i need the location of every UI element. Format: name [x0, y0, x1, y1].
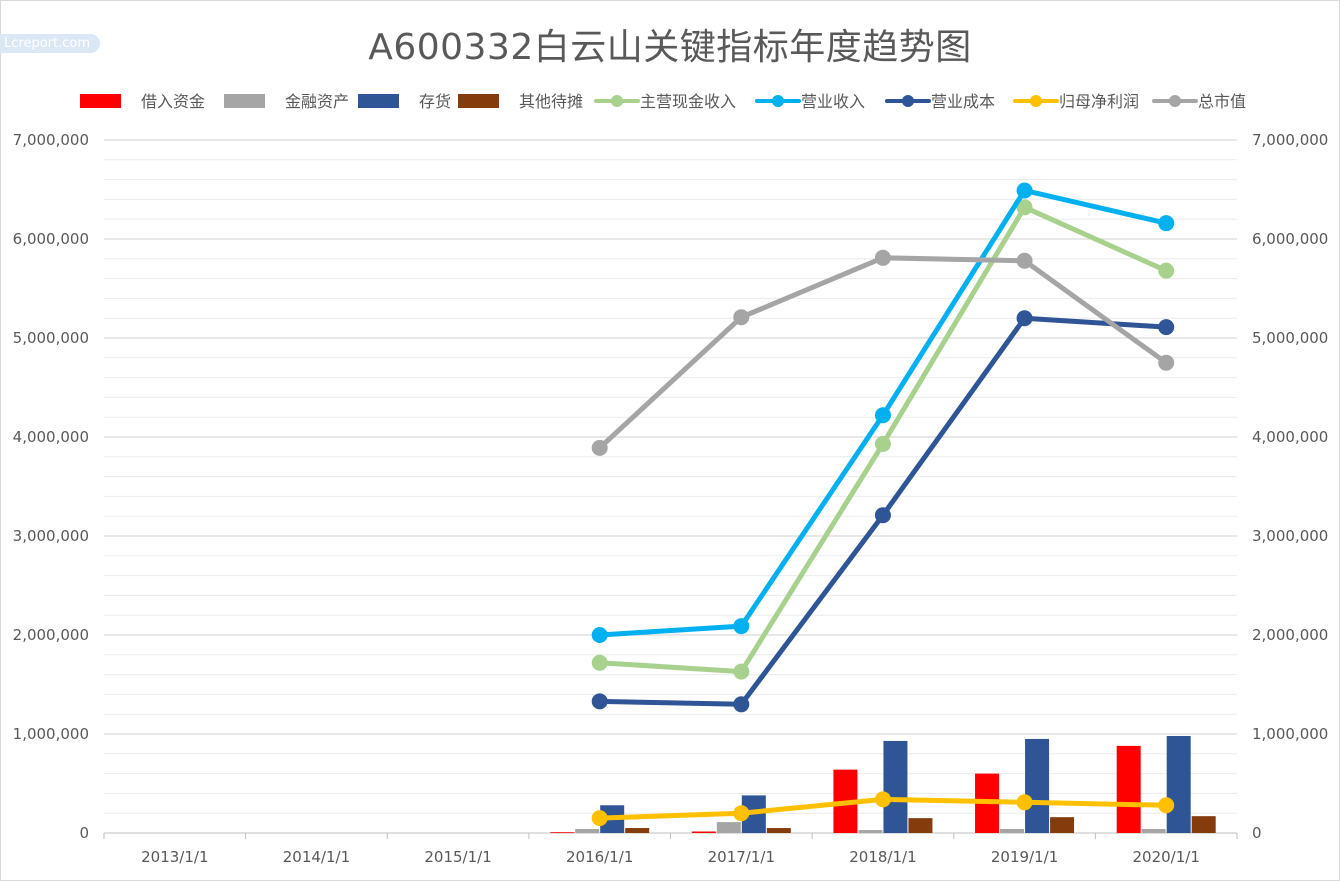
- x-axis-tick-label: 2015/1/1: [424, 848, 491, 866]
- series-point: [1016, 182, 1033, 199]
- y-axis-tick-label-right: 7,000,000: [1252, 131, 1328, 149]
- y-axis-tick-label-right: 4,000,000: [1252, 428, 1328, 446]
- bar: [1025, 738, 1050, 833]
- series-point: [1016, 252, 1033, 269]
- legend-label: 金融资产: [285, 92, 349, 111]
- series-point: [874, 407, 891, 424]
- bar: [1141, 829, 1166, 833]
- watermark-badge: Lcreport.com: [0, 34, 100, 53]
- x-axis-tick-label: 2019/1/1: [991, 848, 1058, 866]
- legend-swatch-marker: [902, 95, 914, 107]
- bar: [1191, 816, 1216, 833]
- bar: [625, 828, 650, 833]
- x-axis-tick-label: 2016/1/1: [566, 848, 633, 866]
- y-axis-tick-label-right: 2,000,000: [1252, 626, 1328, 644]
- y-axis-tick-label-left: 6,000,000: [13, 230, 89, 248]
- bar: [1166, 735, 1191, 833]
- legend-label: 主营现金收入: [640, 92, 736, 111]
- series-point: [1016, 310, 1033, 327]
- series-point: [591, 627, 608, 643]
- legend-swatch-marker: [772, 95, 784, 107]
- bar: [1050, 817, 1075, 833]
- series-point: [874, 249, 891, 266]
- series-point: [591, 439, 608, 456]
- y-axis-tick-label-right: 1,000,000: [1252, 725, 1328, 743]
- series-point: [591, 693, 608, 710]
- series-point: [591, 654, 608, 671]
- series-point: [1158, 319, 1175, 336]
- bar: [883, 740, 908, 833]
- series-point: [733, 663, 750, 680]
- legend-label: 营业成本: [931, 92, 995, 111]
- bar: [1116, 745, 1141, 833]
- series-point: [733, 696, 750, 713]
- legend-swatch: [358, 94, 399, 108]
- x-axis-tick-label: 2020/1/1: [1133, 848, 1200, 866]
- series-point: [874, 435, 891, 452]
- series-point: [733, 805, 750, 822]
- y-axis-tick-label-right: 6,000,000: [1252, 230, 1328, 248]
- legend-label: 总市值: [1198, 92, 1246, 111]
- bar: [550, 832, 575, 833]
- chart-title: A600332白云山关键指标年度趋势图: [368, 27, 972, 68]
- legend-swatch: [458, 94, 499, 108]
- y-axis-tick-label-right: 3,000,000: [1252, 527, 1328, 545]
- y-axis-tick-label-left: 2,000,000: [13, 626, 89, 644]
- series-point: [1158, 354, 1175, 371]
- legend-label: 存货: [419, 92, 451, 111]
- series-point: [733, 618, 750, 635]
- bar: [575, 829, 600, 833]
- series-point: [874, 507, 891, 524]
- bar: [858, 830, 883, 833]
- series-point: [874, 791, 891, 808]
- y-axis-tick-label-right: 5,000,000: [1252, 329, 1328, 347]
- bar: [716, 822, 741, 833]
- y-axis-tick-label-right: 0: [1252, 824, 1262, 842]
- x-axis-tick-label: 2018/1/1: [849, 848, 916, 866]
- y-axis-tick-label-left: 1,000,000: [13, 725, 89, 743]
- y-axis-tick-label-left: 7,000,000: [13, 131, 89, 149]
- bar: [691, 831, 716, 833]
- series-point: [1016, 199, 1033, 216]
- legend-swatch-marker: [1169, 95, 1181, 107]
- y-axis-tick-label-left: 4,000,000: [13, 428, 89, 446]
- legend-swatch-marker: [611, 95, 623, 107]
- series-point: [591, 810, 608, 827]
- legend-swatch-marker: [1030, 95, 1042, 107]
- legend-swatch: [80, 94, 121, 108]
- series-point: [1158, 797, 1175, 814]
- series-point: [1158, 262, 1175, 279]
- legend-swatch: [224, 94, 265, 108]
- legend-label: 借入资金: [141, 92, 205, 111]
- y-axis-tick-label-left: 5,000,000: [13, 329, 89, 347]
- series-point: [1158, 215, 1175, 232]
- y-axis-tick-label-left: 0: [79, 824, 89, 842]
- legend-label: 归母净利润: [1059, 92, 1139, 111]
- x-axis-tick-label: 2017/1/1: [708, 848, 775, 866]
- bar: [766, 828, 791, 833]
- x-axis-tick-label: 2013/1/1: [141, 848, 208, 866]
- legend-label: 其他待摊: [519, 92, 583, 111]
- legend-label: 营业收入: [801, 92, 865, 111]
- x-axis-tick-label: 2014/1/1: [283, 848, 350, 866]
- bar: [1000, 829, 1025, 833]
- series-point: [733, 309, 750, 326]
- bar: [908, 818, 933, 833]
- series-point: [1016, 794, 1033, 811]
- y-axis-tick-label-left: 3,000,000: [13, 527, 89, 545]
